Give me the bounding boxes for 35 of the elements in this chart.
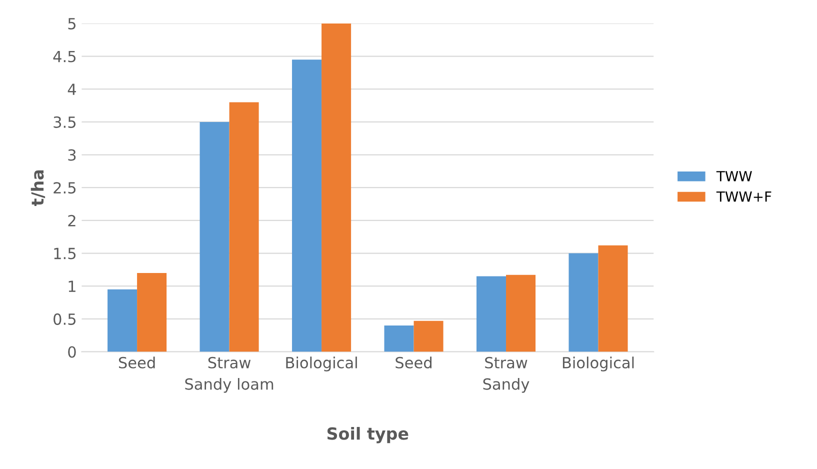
y-tick-label: 1 bbox=[68, 280, 76, 292]
bar bbox=[476, 276, 506, 352]
x-tick-label: Biological bbox=[286, 356, 357, 372]
bar bbox=[568, 253, 598, 352]
y-tick-label: 5 bbox=[68, 18, 76, 30]
text: Sandy loam bbox=[185, 378, 274, 393]
x-tick-label: Straw bbox=[208, 356, 251, 368]
y-axis-title: t/ha bbox=[30, 170, 46, 206]
y-tick-label: 0.5 bbox=[54, 313, 76, 325]
x-tick-label: Seed bbox=[396, 356, 432, 368]
bar bbox=[229, 102, 259, 352]
bar bbox=[414, 320, 444, 352]
bar bbox=[506, 274, 536, 352]
bar bbox=[384, 325, 414, 352]
x-axis-title: Soil type bbox=[327, 426, 408, 444]
bar bbox=[108, 289, 138, 352]
y-tick-label: 4 bbox=[68, 84, 76, 95]
y-tick-label: 0 bbox=[68, 346, 76, 358]
y-tick-label: 3 bbox=[68, 149, 76, 161]
x-tick-label: Seed bbox=[118, 356, 155, 368]
bar bbox=[292, 60, 322, 352]
x-tick-label: Straw bbox=[485, 356, 528, 368]
text: Sandy bbox=[483, 378, 530, 393]
x-tick-label: Biological bbox=[562, 356, 634, 372]
bar bbox=[200, 122, 230, 352]
y-tick-label: 1.5 bbox=[54, 248, 76, 260]
y-tick-label: 4.5 bbox=[53, 50, 76, 62]
bar bbox=[322, 23, 352, 352]
y-tick-label: 3.5 bbox=[54, 116, 76, 128]
y-tick-label: 2.5 bbox=[54, 182, 76, 194]
legend-label: TWW+F bbox=[716, 192, 772, 202]
y-tick-label: 2 bbox=[68, 214, 76, 226]
bar bbox=[598, 245, 628, 352]
bar bbox=[137, 272, 167, 352]
legend-label: TWW bbox=[716, 171, 752, 182]
